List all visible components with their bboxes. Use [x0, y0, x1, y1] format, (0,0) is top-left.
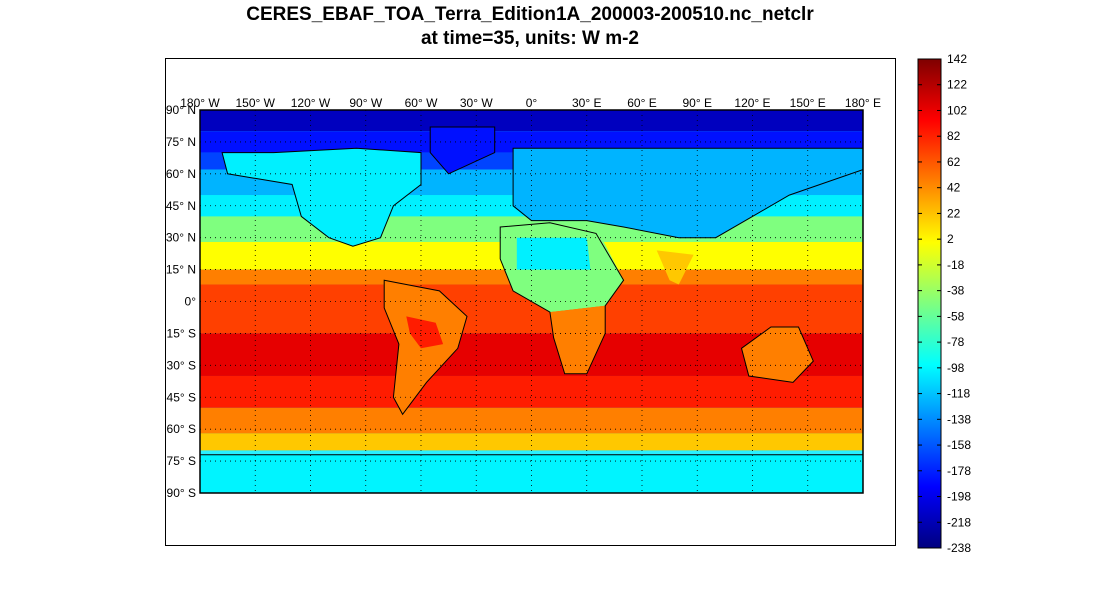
africa-coastline [499, 222, 625, 375]
zonal-band [200, 375, 863, 408]
colorbar-tick-label: -218 [947, 515, 971, 529]
longitude-label: 150° W [236, 96, 276, 110]
longitude-label: 60° W [405, 96, 438, 110]
longitude-label: 180° E [845, 96, 881, 110]
north-america-land [222, 148, 421, 247]
eurasia-land [513, 148, 863, 238]
colorbar-tick-label: -158 [947, 438, 971, 452]
latitude-label: 15° S [167, 326, 196, 340]
colorbar-tick-label: -98 [947, 361, 965, 375]
greenland-land [430, 127, 495, 174]
longitude-label: 120° E [734, 96, 770, 110]
latitude-label: 0° [185, 295, 197, 309]
colorbar-tick-label: 22 [947, 206, 961, 220]
colorbar-tick-label: 122 [947, 78, 967, 92]
colorbar-tick-label: -118 [947, 387, 970, 401]
latitude-labels: 90° N 75° N 60° N 45° N 30° N 15° N 0° 15° S 30°… [166, 103, 196, 500]
antarctica-coastline [200, 454, 863, 493]
longitude-label: 90° E [683, 96, 712, 110]
amazon-land [406, 316, 444, 349]
longitude-labels: 180° W 150° W 120° W 90° W 60° W 30° W 0° 30° E… [180, 96, 881, 110]
coastlines [200, 126, 863, 493]
south-america-coastline [383, 279, 468, 416]
colorbar-tick-label: -18 [947, 258, 965, 272]
figure-title-line-1: CERES_EBAF_TOA_Terra_Edition1A_200003-20… [246, 4, 814, 25]
latitude-label: 60° S [167, 422, 196, 436]
colorbar-tick-label: 102 [947, 103, 967, 117]
latitude-label: 45° S [167, 390, 196, 404]
colorbar-tick-label: 62 [947, 155, 961, 169]
greenland-coastline [429, 126, 496, 175]
india-land [656, 250, 694, 285]
australia-land [741, 327, 814, 383]
longitude-label: 90° W [349, 96, 382, 110]
longitude-label: 150° E [790, 96, 826, 110]
latitude-label: 30° S [167, 358, 196, 372]
latitude-label: 60° N [166, 167, 196, 181]
colorbar-gradient [917, 58, 942, 549]
latitude-label: 75° N [166, 135, 196, 149]
latitude-label: 75° S [167, 454, 196, 468]
figure-title-line-2: at time=35, units: W m-2 [420, 28, 640, 49]
graticule [199, 109, 864, 494]
colorbar-tick-label: 142 [947, 52, 967, 66]
colorbar-tick-label: 82 [947, 129, 961, 143]
southern-africa-land [549, 305, 606, 374]
colorbar-tick-label: 42 [947, 181, 961, 195]
colorbar-tick-label: -138 [947, 412, 971, 426]
longitude-label: 60° E [627, 96, 656, 110]
latitude-label: 90° N [166, 103, 196, 117]
longitude-label: 30° E [572, 96, 601, 110]
sahara-land [516, 237, 591, 270]
colorbar-tick-label: -38 [947, 284, 965, 298]
colorbar-tick-label: -238 [947, 541, 971, 555]
longitude-label: 30° W [460, 96, 493, 110]
latitude-label: 15° N [166, 263, 196, 277]
longitude-label: 180° W [180, 96, 220, 110]
colorbar-tick-label: -178 [947, 464, 971, 478]
zonal-band [200, 131, 863, 153]
colorbar: 142122102826242222-18-38-58-78-98-118-13… [917, 52, 971, 555]
latitude-label: 90° S [167, 486, 196, 500]
colorbar-tick-label: -58 [947, 309, 965, 323]
colorbar-tick-label: 2 [947, 232, 954, 246]
zonal-band [200, 433, 863, 451]
longitude-label: 120° W [291, 96, 331, 110]
latitude-label: 45° N [166, 199, 196, 213]
colorbar-tick-label: -198 [947, 490, 971, 504]
north-america-coastline [221, 147, 422, 247]
latitude-label: 30° N [166, 231, 196, 245]
colorbar-tick-label: -78 [947, 335, 965, 349]
longitude-label: 0° [526, 96, 538, 110]
eurasia-coastline [512, 147, 863, 239]
antarctica-land [200, 454, 863, 493]
australia-coastline [740, 326, 814, 383]
